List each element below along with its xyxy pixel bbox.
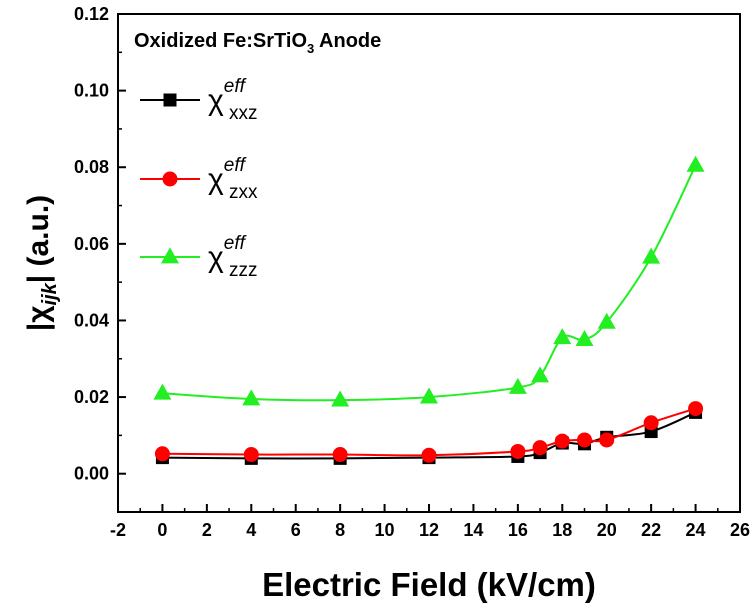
ticks-layer: -2 0 2 4 6 8 10 12 14 16 18 20 22 24 260.000.020.040.0… — [74, 4, 750, 540]
x-tick-label: -2 — [110, 520, 126, 540]
annotation-suffix: Anode — [314, 30, 381, 52]
legend-marker — [161, 247, 179, 264]
y-axis-title-main: |χ — [22, 305, 55, 331]
data-point-zxx — [599, 432, 615, 448]
legend-label-symbol: χ — [208, 241, 224, 274]
y-tick-label: 0.12 — [74, 4, 109, 24]
series-zxx — [154, 401, 704, 463]
data-point-zzz — [597, 312, 616, 329]
data-point-zxx — [510, 443, 526, 459]
legend-label-subscript: xxz — [229, 103, 258, 124]
legend-item-xxz: χeff xxz — [140, 76, 258, 124]
data-point-zzz — [242, 389, 261, 406]
x-tick-label: 18 — [552, 520, 572, 540]
data-point-zxx — [643, 415, 659, 431]
y-tick-label: 0.08 — [74, 157, 109, 177]
data-point-zxx — [332, 447, 348, 463]
data-point-zzz — [553, 328, 572, 345]
data-point-zxx — [532, 440, 548, 456]
x-tick-label: 20 — [597, 520, 617, 540]
x-tick-label: 22 — [641, 520, 661, 540]
x-tick-label: 26 — [730, 520, 750, 540]
legend-marker — [162, 171, 178, 187]
x-axis-title: Electric Field (kV/cm) — [262, 566, 596, 603]
y-axis-title: |χijk| (a.u.) — [22, 195, 61, 331]
legend-label-symbol: χ — [208, 84, 224, 117]
y-axis-title-suffix: | (a.u.) — [22, 195, 55, 283]
y-axis-title-subscript: ijk — [39, 282, 61, 305]
y-tick-label: 0.02 — [74, 387, 109, 407]
legend-item-zzz: χeff zzz — [140, 233, 258, 281]
annotation-main: Oxidized Fe:SrTiO — [134, 30, 307, 52]
x-tick-label: 10 — [375, 520, 395, 540]
data-point-zxx — [554, 433, 570, 449]
x-tick-label: 24 — [686, 520, 706, 540]
data-point-zxx — [421, 447, 437, 463]
legend-label-subscript: zzz — [229, 260, 258, 281]
legend-label-superscript: eff — [224, 155, 247, 176]
legend-marker — [163, 93, 177, 107]
y-tick-label: 0.06 — [74, 234, 109, 254]
x-tick-label: 16 — [508, 520, 528, 540]
x-tick-label: 8 — [335, 520, 345, 540]
annotation-subscript: 3 — [307, 41, 314, 56]
y-tick-label: 0.00 — [74, 464, 109, 484]
chart-annotation: Oxidized Fe:SrTiO3 Anode — [134, 30, 381, 56]
data-point-zzz — [420, 387, 438, 404]
data-point-zzz — [686, 155, 705, 172]
data-point-zzz — [153, 383, 172, 400]
series-zzz — [153, 155, 705, 407]
data-point-zzz — [531, 366, 550, 383]
legend-label-superscript: eff — [224, 76, 247, 97]
data-point-zzz — [331, 390, 350, 407]
data-point-zzz — [575, 330, 594, 347]
data-point-zzz — [642, 247, 661, 264]
x-tick-label: 0 — [157, 520, 167, 540]
x-tick-label: 4 — [246, 520, 256, 540]
x-tick-label: 2 — [202, 520, 212, 540]
legend-label: χeff zxx — [208, 155, 258, 203]
data-point-zxx — [154, 446, 170, 462]
legend-item-zxx: χeff zxx — [140, 155, 258, 203]
legend-label-subscript: zxx — [229, 182, 258, 203]
x-tick-label: 6 — [291, 520, 301, 540]
y-tick-label: 0.10 — [74, 81, 109, 101]
legend-label: χeff xxz — [208, 76, 258, 124]
legend-label-superscript: eff — [224, 233, 247, 254]
data-point-zzz — [508, 377, 527, 394]
legend-label-symbol: χ — [208, 163, 224, 196]
x-tick-label: 12 — [419, 520, 439, 540]
series-layer — [153, 155, 705, 465]
y-tick-label: 0.04 — [74, 310, 109, 330]
data-point-zxx — [243, 447, 259, 463]
legend-label: χeff zzz — [208, 233, 258, 281]
x-tick-label: 14 — [463, 520, 483, 540]
data-point-zxx — [577, 432, 592, 448]
data-point-zxx — [688, 401, 704, 417]
